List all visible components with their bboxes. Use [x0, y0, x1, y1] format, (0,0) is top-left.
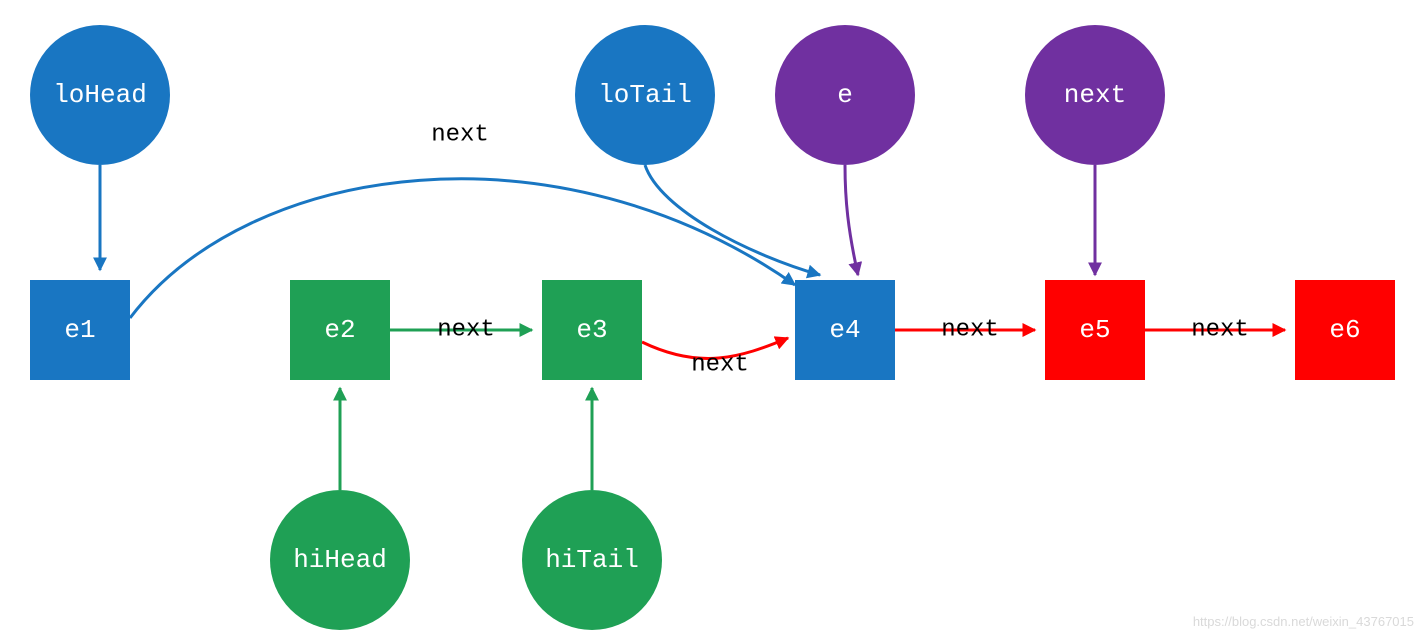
node-label-e3: e3	[576, 315, 607, 345]
edge-label-e5-e6-next: next	[1191, 317, 1249, 344]
node-e1: e1	[30, 280, 130, 380]
node-label-e4: e4	[829, 315, 860, 345]
node-label-e6: e6	[1329, 315, 1360, 345]
node-e5: e5	[1045, 280, 1145, 380]
edge-label-e2-e3-next: next	[437, 317, 495, 344]
pointer-label-e: e	[837, 80, 853, 110]
node-e6: e6	[1295, 280, 1395, 380]
pointer-loTail: loTail	[575, 25, 715, 165]
pointer-e: e	[775, 25, 915, 165]
node-label-e1: e1	[64, 315, 95, 345]
pointer-label-hiTail: hiTail	[545, 545, 639, 575]
linked-list-diagram: e1 e2 e3 e4 e5 e6 loHead loTail e next hiHead hiTai…	[0, 0, 1422, 635]
node-e4: e4	[795, 280, 895, 380]
watermark-text: https://blog.csdn.net/weixin_43767015	[1193, 614, 1414, 629]
pointer-hiTail: hiTail	[522, 490, 662, 630]
edge-label-e3-e4-next: next	[691, 352, 749, 379]
edge-e-e4	[845, 165, 858, 275]
pointer-label-next: next	[1064, 80, 1126, 110]
edge-e1-e4-next	[130, 179, 795, 318]
node-label-e2: e2	[324, 315, 355, 345]
pointer-hiHead: hiHead	[270, 490, 410, 630]
edge-label-e1-e4-next: next	[431, 122, 489, 149]
edge-label-e4-e5-next: next	[941, 317, 999, 344]
pointer-label-loTail: loTail	[598, 80, 692, 110]
pointer-label-loHead: loHead	[53, 80, 147, 110]
pointer-loHead: loHead	[30, 25, 170, 165]
node-e3: e3	[542, 280, 642, 380]
pointer-label-hiHead: hiHead	[293, 545, 387, 575]
node-e2: e2	[290, 280, 390, 380]
node-label-e5: e5	[1079, 315, 1110, 345]
pointer-next: next	[1025, 25, 1165, 165]
